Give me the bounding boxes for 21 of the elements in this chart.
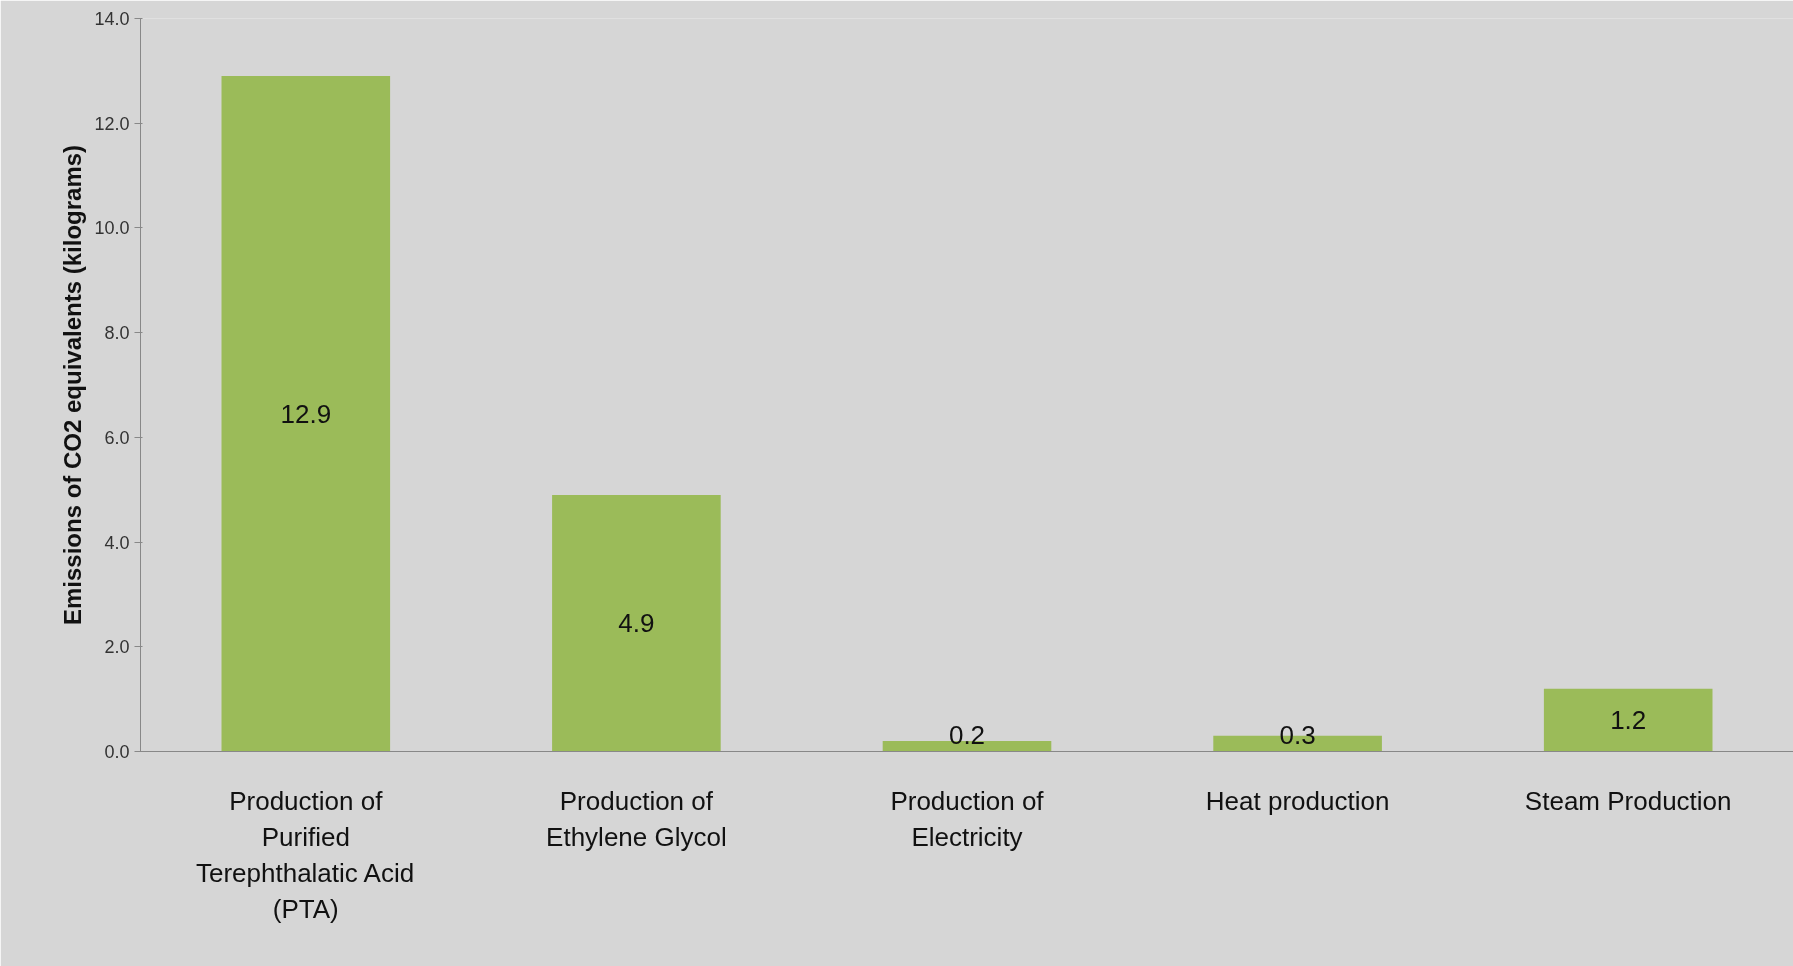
y-tick-label: 6.0 bbox=[104, 427, 130, 448]
x-tick-label: Heat production bbox=[1205, 785, 1390, 816]
data-label: 1.2 bbox=[1610, 705, 1647, 736]
x-tick-label: Production of Ethylene Glycol bbox=[546, 785, 727, 852]
x-tick-label: Production of Electricity bbox=[890, 785, 1045, 852]
y-tick-label: 4.0 bbox=[104, 532, 130, 553]
y-tick-label: 12.0 bbox=[94, 113, 130, 134]
y-tick-label: 10.0 bbox=[94, 218, 130, 239]
data-label: 12.9 bbox=[280, 398, 332, 429]
y-tick-label: 0.0 bbox=[104, 742, 130, 762]
x-tick-label: Production of Purified Terephthalatic Acid (PTA) bbox=[195, 785, 415, 924]
y-tick-label: 8.0 bbox=[104, 323, 130, 344]
y-tick-label: 2.0 bbox=[104, 637, 130, 658]
bar bbox=[552, 494, 721, 752]
bar bbox=[1543, 688, 1713, 752]
y-axis-title: Emissions of CO2 equivalents (kilograms) bbox=[59, 144, 87, 626]
y-tick-label: 14.0 bbox=[94, 9, 130, 29]
data-label: 4.9 bbox=[618, 608, 655, 639]
x-tick-label: Steam Production bbox=[1524, 785, 1732, 816]
bar bbox=[221, 76, 391, 752]
data-label: 0.3 bbox=[1279, 719, 1316, 750]
